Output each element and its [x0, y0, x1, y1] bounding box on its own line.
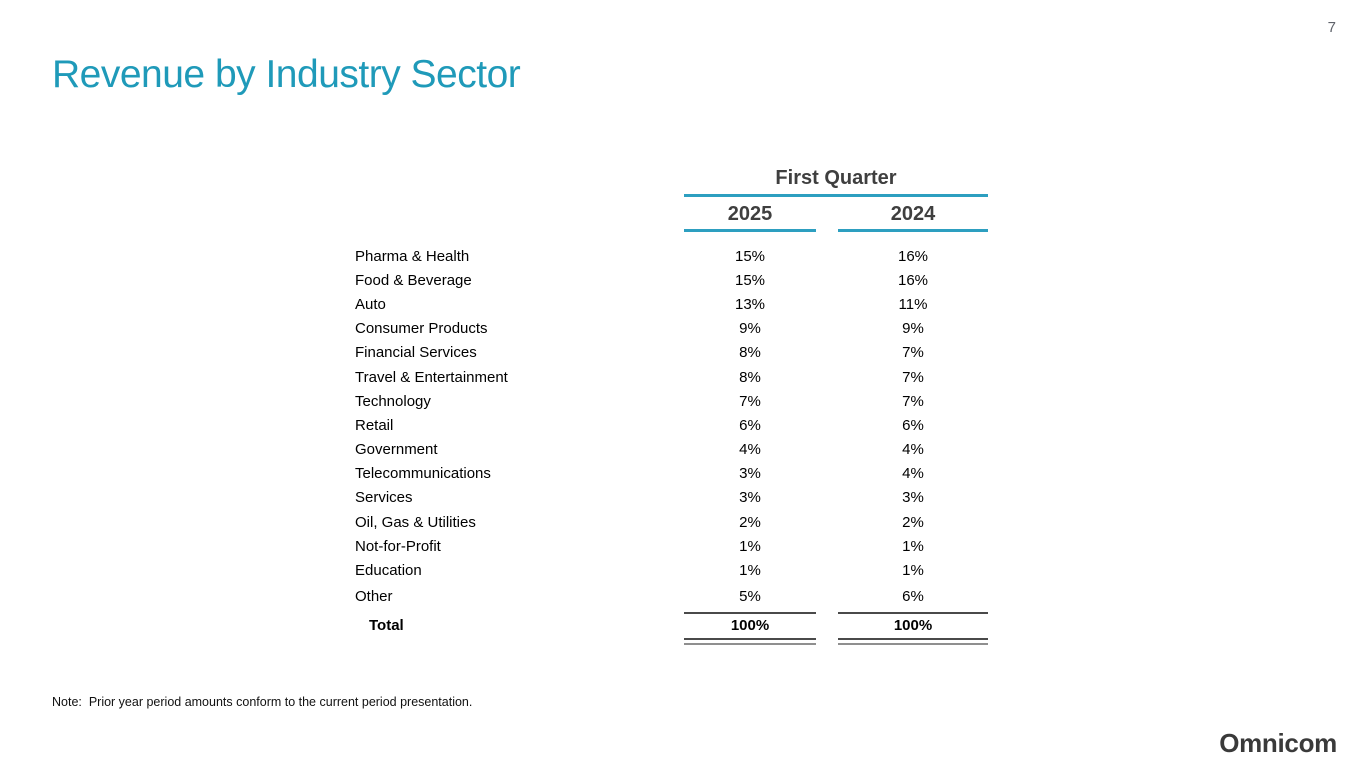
total-value-2024: 100%: [893, 617, 933, 635]
value-2025: 7%: [739, 392, 761, 410]
table-row: Oil, Gas & Utilities 2% 2%: [355, 510, 988, 534]
column-header-2025: 2025: [684, 203, 816, 232]
sector-label: Not-for-Profit: [355, 537, 441, 555]
value-2025: 8%: [739, 344, 761, 362]
table-row: Not-for-Profit 1% 1%: [355, 534, 988, 558]
column-header-2024: 2024: [838, 203, 988, 232]
year-header-row: 2025 2024: [684, 203, 988, 232]
value-2025: 13%: [734, 295, 766, 313]
total-rule-top: [355, 611, 988, 614]
value-2025: 15%: [734, 247, 766, 265]
table-row: Retail 6% 6%: [355, 413, 988, 437]
total-rule-bottom-2024: [838, 637, 988, 645]
sector-label: Services: [355, 489, 413, 507]
table-row: Auto 13% 11%: [355, 292, 988, 316]
value-2025: 4%: [739, 441, 761, 459]
sector-label: Travel & Entertainment: [355, 368, 508, 386]
sector-label: Other: [355, 588, 393, 606]
total-rule-top-2025: [684, 611, 816, 614]
value-2025: 6%: [739, 416, 761, 434]
value-2024: 16%: [897, 247, 929, 265]
sector-label: Auto: [355, 295, 386, 313]
total-row: Total 100% 100%: [355, 614, 988, 638]
table-row: Telecommunications 3% 4%: [355, 462, 988, 486]
value-2024: 2%: [902, 513, 924, 531]
value-2024: 9%: [902, 320, 924, 338]
value-2025: 1%: [739, 562, 761, 580]
sector-rows: Pharma & Health 15% 16% Food & Beverage …: [355, 244, 988, 609]
sector-label: Education: [355, 562, 422, 580]
sector-label: Technology: [355, 392, 431, 410]
value-2025: 5%: [739, 588, 761, 606]
page-number: 7: [1327, 19, 1336, 36]
table-row: Pharma & Health 15% 16%: [355, 244, 988, 268]
slide-title: Revenue by Industry Sector: [52, 53, 521, 97]
rule-spacer: [355, 638, 684, 645]
value-2024: 11%: [898, 295, 928, 313]
table-header: First Quarter 2025 2024: [684, 167, 988, 232]
value-2024: 1%: [902, 562, 924, 580]
total-value-2025: 100%: [730, 617, 770, 635]
value-2025: 1%: [739, 537, 761, 555]
sector-label: Financial Services: [355, 344, 477, 362]
total-label: Total: [369, 617, 404, 635]
sector-label: Telecommunications: [355, 465, 491, 483]
sector-label: Oil, Gas & Utilities: [355, 513, 476, 531]
table-row: Other 5% 6%: [355, 585, 988, 609]
omnicom-logo: Omnicom: [1219, 728, 1337, 758]
table-row: Financial Services 8% 7%: [355, 341, 988, 365]
sector-label: Government: [355, 441, 438, 459]
value-2025: 3%: [739, 465, 761, 483]
table-row: Education 1% 1%: [355, 558, 988, 582]
total-rule-bottom-2025: [684, 637, 816, 645]
value-2025: 3%: [739, 489, 761, 507]
table-row: Consumer Products 9% 9%: [355, 317, 988, 341]
value-2024: 1%: [902, 537, 924, 555]
table-row: Government 4% 4%: [355, 438, 988, 462]
sector-label: Consumer Products: [355, 320, 488, 338]
value-2024: 4%: [902, 441, 924, 459]
value-2024: 6%: [902, 416, 924, 434]
sector-label: Pharma & Health: [355, 247, 470, 265]
value-2024: 3%: [902, 489, 924, 507]
sector-label: Retail: [355, 416, 394, 434]
value-2024: 7%: [902, 368, 924, 386]
table-row: Food & Beverage 15% 16%: [355, 268, 988, 292]
value-2024: 4%: [902, 465, 924, 483]
value-2024: 16%: [897, 271, 929, 289]
value-2025: 2%: [739, 513, 761, 531]
footnote: Note: Prior year period amounts conform …: [52, 695, 473, 709]
value-2025: 8%: [739, 368, 761, 386]
value-2024: 7%: [902, 392, 924, 410]
value-2025: 15%: [734, 271, 766, 289]
column-group-header: First Quarter: [684, 167, 988, 197]
revenue-table: First Quarter 2025 2024 Pharma & Health …: [355, 167, 988, 645]
table-row: Travel & Entertainment 8% 7%: [355, 365, 988, 389]
value-2024: 6%: [902, 588, 924, 606]
value-2025: 9%: [739, 320, 761, 338]
total-rule-top-2024: [838, 611, 988, 614]
total-rule-bottom: [355, 637, 988, 645]
table-row: Technology 7% 7%: [355, 389, 988, 413]
rule-spacer: [355, 612, 684, 614]
value-2024: 7%: [902, 344, 924, 362]
sector-label: Food & Beverage: [355, 271, 472, 289]
table-row: Services 3% 3%: [355, 486, 988, 510]
